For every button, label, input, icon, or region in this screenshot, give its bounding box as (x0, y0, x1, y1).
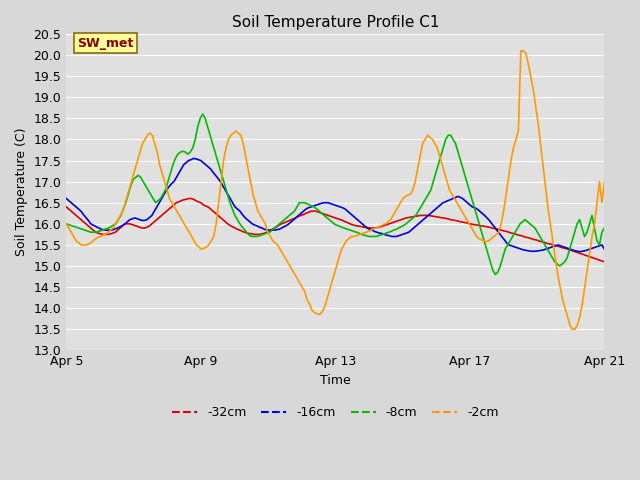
-16cm (219, 183, 227, 189)
-32cm (600, 259, 608, 264)
-16cm (63, 196, 70, 202)
-2cm (547, 221, 554, 227)
-2cm (600, 179, 608, 184)
-8cm (447, 132, 454, 138)
X-axis label: Time: Time (320, 374, 351, 387)
-8cm (63, 221, 70, 227)
-2cm (210, 234, 218, 240)
-8cm (132, 175, 140, 180)
-16cm (373, 229, 381, 235)
Line: -2cm: -2cm (67, 51, 604, 329)
-32cm (63, 204, 70, 210)
Line: -16cm: -16cm (67, 158, 604, 252)
-16cm (576, 249, 584, 254)
-2cm (537, 141, 545, 146)
-2cm (517, 48, 525, 54)
-32cm (373, 225, 381, 230)
-16cm (241, 215, 249, 220)
-16cm (189, 156, 197, 161)
-8cm (554, 261, 561, 267)
Line: -32cm: -32cm (67, 199, 604, 262)
-8cm (600, 225, 608, 231)
Text: SW_met: SW_met (77, 36, 133, 49)
-32cm (219, 217, 227, 223)
-2cm (63, 221, 70, 227)
-2cm (350, 234, 358, 240)
-32cm (415, 213, 422, 219)
-8cm (492, 272, 499, 277)
Line: -8cm: -8cm (67, 114, 604, 275)
-8cm (256, 233, 264, 239)
-2cm (220, 157, 227, 163)
-8cm (288, 210, 296, 216)
-32cm (241, 229, 249, 235)
-32cm (185, 196, 193, 202)
-8cm (199, 111, 207, 117)
-8cm (182, 149, 189, 155)
-2cm (568, 326, 576, 332)
-16cm (600, 246, 608, 252)
-32cm (121, 221, 129, 227)
-16cm (332, 203, 339, 208)
Title: Soil Temperature Profile C1: Soil Temperature Profile C1 (232, 15, 439, 30)
Legend: -32cm, -16cm, -8cm, -2cm: -32cm, -16cm, -8cm, -2cm (167, 401, 504, 424)
-32cm (332, 215, 339, 221)
Y-axis label: Soil Temperature (C): Soil Temperature (C) (15, 128, 28, 256)
-16cm (121, 221, 129, 227)
-16cm (415, 221, 422, 227)
-2cm (520, 48, 527, 54)
